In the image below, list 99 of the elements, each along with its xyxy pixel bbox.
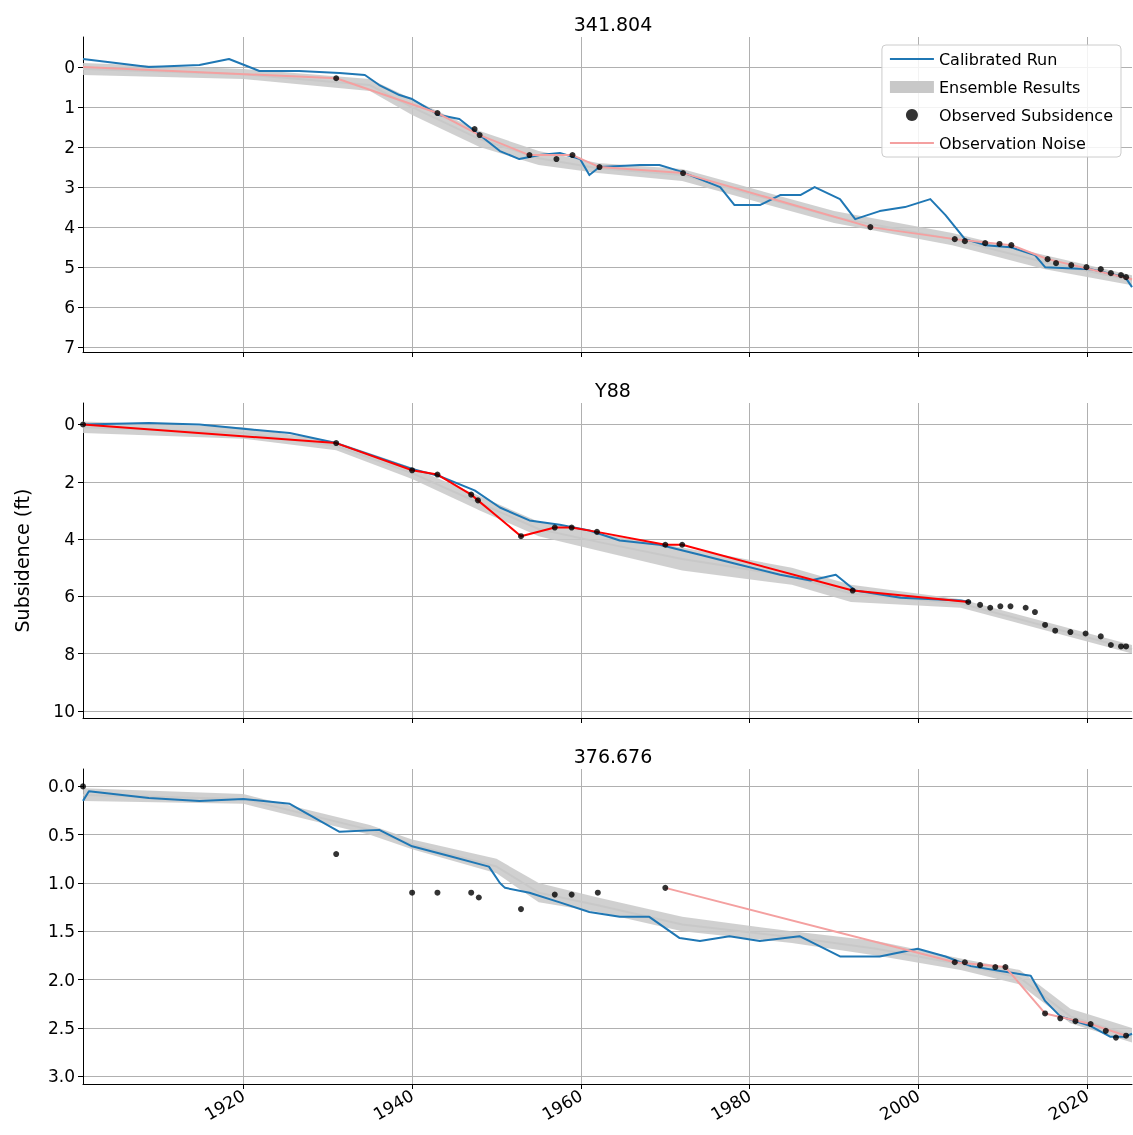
y-tick-label: 1.5 xyxy=(47,921,75,942)
point xyxy=(1102,1027,1109,1034)
y-tick-label: 0.0 xyxy=(47,776,75,797)
point xyxy=(997,603,1004,610)
legend-label: Ensemble Results xyxy=(938,77,1081,97)
point xyxy=(476,132,483,139)
y-tick-label: 7 xyxy=(64,337,75,358)
y-tick-label: 2.5 xyxy=(47,1017,75,1038)
point xyxy=(1022,604,1029,611)
point xyxy=(333,440,340,447)
point xyxy=(1097,633,1104,640)
y-tick-label: 4 xyxy=(64,217,75,238)
point xyxy=(849,587,856,594)
chart-title: 376.676 xyxy=(573,744,653,767)
point xyxy=(1107,641,1114,648)
point xyxy=(551,891,558,898)
point xyxy=(1042,1010,1049,1017)
point xyxy=(1002,964,1009,971)
point xyxy=(1123,1032,1130,1039)
point xyxy=(987,604,994,611)
point xyxy=(662,884,669,891)
point xyxy=(551,524,558,531)
point xyxy=(1053,260,1060,267)
y-tick-label: 8 xyxy=(64,643,75,664)
point xyxy=(409,467,416,474)
point xyxy=(409,889,416,896)
point xyxy=(333,75,340,82)
point xyxy=(1123,643,1130,650)
point xyxy=(526,152,533,159)
point xyxy=(965,599,972,606)
point xyxy=(593,528,600,535)
legend-label: Calibrated Run xyxy=(938,49,1058,69)
point xyxy=(518,906,524,913)
point xyxy=(662,541,669,548)
point xyxy=(1052,627,1059,634)
y-tick-label: 10 xyxy=(53,700,75,721)
point xyxy=(596,164,603,171)
point xyxy=(434,471,441,478)
point xyxy=(1083,264,1090,271)
legend-label: Observed Subsidence xyxy=(938,105,1113,125)
point xyxy=(1112,1034,1119,1041)
point xyxy=(1068,262,1075,269)
point xyxy=(569,152,576,159)
point xyxy=(1097,266,1104,273)
y-tick-label: 0 xyxy=(64,414,75,435)
y-tick-label: 5 xyxy=(64,257,75,278)
point xyxy=(961,238,968,245)
point xyxy=(468,491,475,498)
point xyxy=(474,497,481,504)
point xyxy=(982,240,989,247)
point xyxy=(1082,630,1089,637)
point xyxy=(951,236,958,243)
point xyxy=(568,891,575,898)
legend-label: Observation Noise xyxy=(938,133,1086,153)
point xyxy=(475,894,482,901)
point xyxy=(977,601,984,608)
y-tick-label: 3.0 xyxy=(47,1066,75,1087)
point xyxy=(434,889,441,896)
point xyxy=(996,240,1003,247)
y-tick-label: 3 xyxy=(64,177,75,198)
point xyxy=(1057,1015,1064,1022)
y-tick-label: 4 xyxy=(64,529,75,550)
point xyxy=(680,170,687,177)
point xyxy=(977,962,984,969)
point xyxy=(471,126,478,133)
point xyxy=(1123,274,1130,281)
y-tick-label: 0 xyxy=(64,57,75,78)
point xyxy=(594,889,601,896)
point xyxy=(1072,1018,1079,1025)
point xyxy=(518,533,524,540)
y-tick-label: 0.5 xyxy=(47,824,75,845)
chart-title: 341.804 xyxy=(573,12,653,35)
point xyxy=(1107,270,1114,277)
point xyxy=(961,959,968,966)
point xyxy=(992,964,999,971)
point xyxy=(951,959,958,966)
point xyxy=(1042,621,1049,628)
y-tick-label: 1 xyxy=(64,97,75,118)
point xyxy=(468,889,475,896)
y-tick-label: 2.0 xyxy=(47,969,75,990)
point xyxy=(1118,272,1125,279)
point xyxy=(867,224,874,231)
point xyxy=(568,524,575,531)
point xyxy=(679,541,686,548)
point xyxy=(1044,256,1051,263)
chart-title: Y88 xyxy=(594,378,631,401)
y-tick-label: 6 xyxy=(64,586,75,607)
point xyxy=(1067,629,1074,636)
point xyxy=(1031,609,1038,616)
y-tick-label: 2 xyxy=(64,471,75,492)
point xyxy=(1008,242,1015,249)
y-tick-label: 1.0 xyxy=(47,873,75,894)
point xyxy=(333,851,340,858)
y-tick-label: 6 xyxy=(64,297,75,318)
point xyxy=(434,110,441,117)
point xyxy=(553,156,560,163)
y-axis-title: Subsidence (ft) xyxy=(10,488,33,633)
y-tick-label: 2 xyxy=(64,137,75,158)
point xyxy=(1087,1021,1094,1028)
